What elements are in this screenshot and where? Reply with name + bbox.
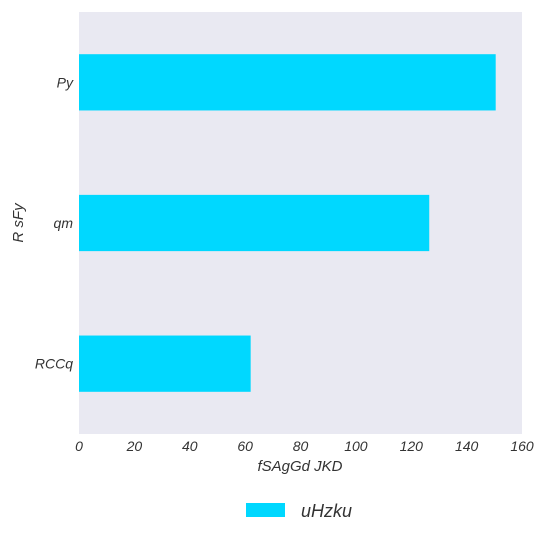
y-axis-label: R sFy bbox=[10, 202, 27, 243]
x-tick-label-160: 160 bbox=[510, 438, 534, 454]
bar-qm bbox=[79, 194, 430, 252]
legend-swatch bbox=[246, 503, 285, 517]
x-tick-label-80: 80 bbox=[293, 438, 309, 454]
y-axis-tick-labels: Py qm RCCq bbox=[35, 74, 74, 371]
x-axis-label: fSAgGd JKD bbox=[257, 458, 342, 475]
x-tick-label-120: 120 bbox=[400, 438, 424, 454]
x-axis-tick-labels: 0 20 40 60 80 100 120 140 160 bbox=[75, 438, 534, 454]
x-tick-label-140: 140 bbox=[455, 438, 479, 454]
x-tick-label-60: 60 bbox=[237, 438, 253, 454]
x-tick-label-0: 0 bbox=[75, 438, 83, 454]
y-tick-label-rccq: RCCq bbox=[35, 356, 73, 372]
x-tick-label-100: 100 bbox=[344, 438, 368, 454]
x-tick-label-40: 40 bbox=[182, 438, 198, 454]
bar-rccq bbox=[79, 335, 251, 392]
x-tick-label-20: 20 bbox=[126, 438, 143, 454]
legend: uHzku bbox=[246, 501, 352, 521]
bar-series bbox=[79, 54, 496, 392]
y-tick-label-qm: qm bbox=[54, 215, 74, 231]
legend-label: uHzku bbox=[301, 501, 352, 521]
bar-py bbox=[79, 54, 496, 111]
y-tick-label-py: Py bbox=[57, 74, 74, 90]
